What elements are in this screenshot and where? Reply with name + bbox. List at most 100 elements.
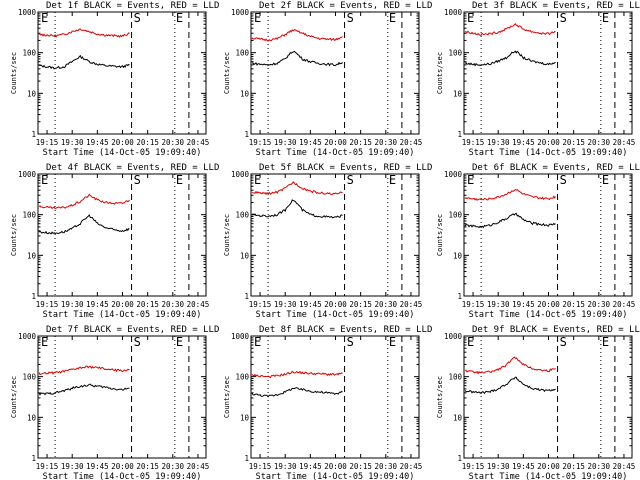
panel-title: Det 3f BLACK = Events, RED = LLD xyxy=(472,1,640,11)
y-tick-label: 10 xyxy=(453,251,463,260)
events-series-line xyxy=(38,383,130,396)
x-tick-label: 19:15 xyxy=(462,300,485,309)
event-marker-s: S xyxy=(560,335,567,349)
panel-det-9f: Det 9f BLACK = Events, RED = LLD 1 10 100 10… xyxy=(436,325,640,480)
events-series-line xyxy=(464,50,556,67)
panel-title: Det 4f BLACK = Events, RED = LLD xyxy=(46,163,219,173)
event-marker-e: E xyxy=(176,11,183,25)
x-tick-label: 20:30 xyxy=(588,300,611,309)
plot-frame xyxy=(37,335,207,459)
y-tick-label: 10 xyxy=(240,413,250,422)
y-tick-label: 100 xyxy=(22,49,36,58)
x-tick-label: 19:45 xyxy=(512,462,535,471)
y-tick-label: 10 xyxy=(453,89,463,98)
x-tick-label: 20:15 xyxy=(349,138,372,147)
y-axis-title: Counts/sec xyxy=(436,376,444,418)
panel-title: Det 5f BLACK = Events, RED = LLD xyxy=(259,163,432,173)
x-tick-label: 19:45 xyxy=(299,138,322,147)
x-axis-title: Start Time (14-Oct-05 19:09:40) xyxy=(469,310,628,320)
x-axis-title: Start Time (14-Oct-05 19:09:40) xyxy=(43,472,202,480)
y-axis-title: Counts/sec xyxy=(223,214,231,256)
x-tick-label: 20:00 xyxy=(537,300,560,309)
y-tick-label: 1000 xyxy=(231,332,250,341)
x-tick-label: 20:00 xyxy=(111,462,134,471)
x-axis-title: Start Time (14-Oct-05 19:09:40) xyxy=(256,472,415,480)
events-series-line xyxy=(251,387,343,398)
lld-series-line xyxy=(38,193,130,210)
x-tick-label: 20:45 xyxy=(613,138,636,147)
y-tick-label: 1000 xyxy=(231,170,250,179)
y-tick-label: 100 xyxy=(22,373,36,382)
event-marker-s: S xyxy=(347,173,354,187)
y-tick-label: 1 xyxy=(31,130,36,139)
event-marker-e: E xyxy=(602,173,609,187)
y-tick-label: 1 xyxy=(457,454,462,463)
event-marker-e: E xyxy=(254,335,261,349)
event-marker-e: E xyxy=(389,173,396,187)
events-series-line xyxy=(464,212,556,229)
x-tick-label: 19:30 xyxy=(274,300,297,309)
plot-frame xyxy=(37,11,207,135)
y-axis-title: Counts/sec xyxy=(223,376,231,418)
x-tick-label: 19:30 xyxy=(61,138,84,147)
x-tick-label: 20:45 xyxy=(400,138,423,147)
x-tick-label: 20:15 xyxy=(562,300,585,309)
x-tick-label: 20:30 xyxy=(375,462,398,471)
x-tick-label: 20:15 xyxy=(136,462,159,471)
y-tick-label: 10 xyxy=(27,89,37,98)
y-tick-label: 100 xyxy=(235,49,249,58)
x-axis-title: Start Time (14-Oct-05 19:09:40) xyxy=(469,472,628,480)
x-tick-label: 20:15 xyxy=(136,300,159,309)
event-marker-e: E xyxy=(467,173,474,187)
x-tick-label: 19:45 xyxy=(512,300,535,309)
x-tick-label: 20:45 xyxy=(187,300,210,309)
x-tick-label: 20:30 xyxy=(162,462,185,471)
lld-series-line xyxy=(464,23,556,36)
event-marker-e: E xyxy=(467,335,474,349)
y-tick-label: 10 xyxy=(453,413,463,422)
x-tick-label: 19:45 xyxy=(86,462,109,471)
y-tick-label: 100 xyxy=(448,211,462,220)
y-tick-label: 1 xyxy=(244,130,249,139)
x-tick-label: 20:00 xyxy=(111,138,134,147)
y-tick-label: 100 xyxy=(22,211,36,220)
x-axis-title: Start Time (14-Oct-05 19:09:40) xyxy=(43,310,202,320)
lld-series-line xyxy=(38,28,130,38)
event-marker-e: E xyxy=(389,335,396,349)
event-marker-e: E xyxy=(41,173,48,187)
plot-frame xyxy=(463,335,633,459)
x-tick-label: 20:45 xyxy=(400,462,423,471)
x-tick-label: 20:15 xyxy=(562,462,585,471)
event-marker-e: E xyxy=(602,335,609,349)
x-tick-label: 19:30 xyxy=(61,300,84,309)
x-tick-label: 20:00 xyxy=(537,138,560,147)
x-tick-label: 19:30 xyxy=(274,138,297,147)
x-axis-title: Start Time (14-Oct-05 19:09:40) xyxy=(43,148,202,158)
x-axis-title: Start Time (14-Oct-05 19:09:40) xyxy=(256,310,415,320)
x-tick-label: 19:30 xyxy=(487,138,510,147)
events-series-line xyxy=(251,199,343,219)
panel-det-4f: Det 4f BLACK = Events, RED = LLD 1 10 100 10… xyxy=(10,163,219,320)
x-tick-label: 20:00 xyxy=(537,462,560,471)
lld-series-line xyxy=(38,365,130,376)
event-marker-e: E xyxy=(41,335,48,349)
lld-series-line xyxy=(251,370,343,379)
y-tick-label: 10 xyxy=(27,251,37,260)
y-axis-title: Counts/sec xyxy=(10,376,18,418)
x-tick-label: 19:45 xyxy=(299,462,322,471)
y-tick-label: 10 xyxy=(240,251,250,260)
plot-frame xyxy=(250,335,420,459)
lld-series-line xyxy=(464,356,556,375)
x-tick-label: 19:15 xyxy=(36,300,59,309)
event-marker-s: S xyxy=(347,11,354,25)
event-marker-e: E xyxy=(389,11,396,25)
x-tick-label: 19:30 xyxy=(487,462,510,471)
x-tick-label: 19:30 xyxy=(487,300,510,309)
y-axis-title: Counts/sec xyxy=(223,52,231,94)
x-tick-label: 20:15 xyxy=(562,138,585,147)
plot-frame xyxy=(250,173,420,297)
event-marker-s: S xyxy=(560,11,567,25)
event-marker-e: E xyxy=(176,173,183,187)
lld-series-line xyxy=(251,29,343,42)
